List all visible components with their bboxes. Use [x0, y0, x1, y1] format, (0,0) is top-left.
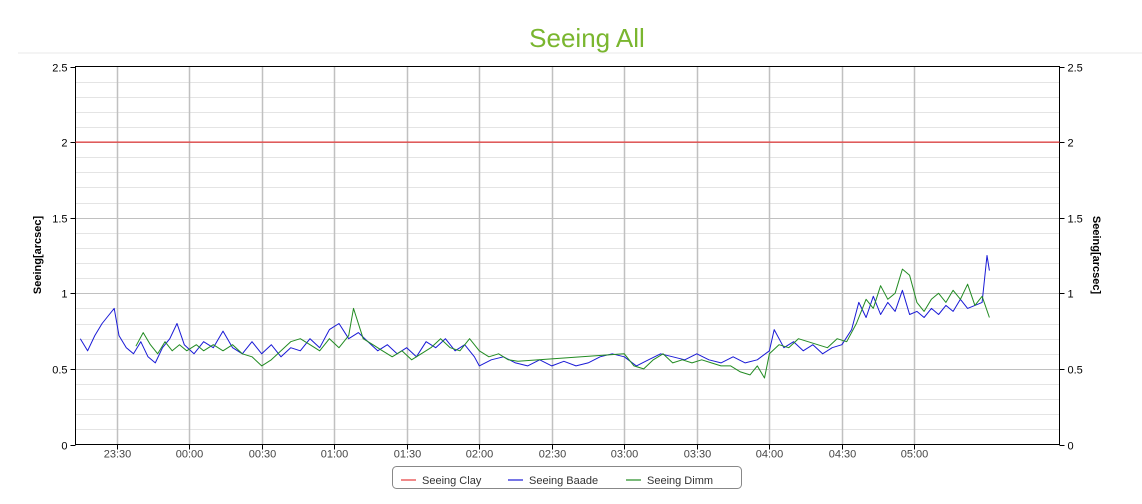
- x-tick-label: 01:00: [321, 449, 349, 461]
- x-tick-label: 04:30: [829, 449, 857, 461]
- x-tick-label: 01:30: [394, 449, 422, 461]
- legend-box: [392, 466, 742, 489]
- chart-title: Seeing All: [529, 23, 645, 53]
- x-axis: 23:30 00:00 00:30 01:00 01:30 02:00 02:30 03:00…: [104, 444, 929, 461]
- major-gridlines: [75, 66, 1060, 445]
- y-tick-label-left: 0.5: [52, 365, 67, 377]
- y-tick-label-right: 1: [1068, 289, 1074, 301]
- y-tick-label-right: 2: [1068, 138, 1074, 150]
- y-tick-label-left: 1: [61, 289, 67, 301]
- x-tick-label: 00:00: [176, 449, 204, 461]
- y-axis-right: 0 0.5 1 1.5 2 2.5: [1059, 63, 1083, 453]
- x-tick-label: 00:30: [249, 449, 277, 461]
- x-tick-label: 23:30: [104, 449, 132, 461]
- y-tick-label-left: 1.5: [52, 214, 67, 226]
- plot-area-border: [75, 66, 1060, 445]
- legend: Seeing Clay Seeing Baade Seeing Dimm: [392, 466, 742, 489]
- legend-label-seeing-dimm[interactable]: Seeing Dimm: [647, 475, 713, 487]
- y-tick-label-right: 2.5: [1068, 63, 1083, 75]
- y-tick-label-left: 0: [61, 441, 67, 453]
- x-tick-label: 03:30: [684, 449, 712, 461]
- series-layer: [75, 141, 1060, 379]
- series-line-seeing-baade: [79, 255, 990, 367]
- y-tick-label-right: 0: [1068, 441, 1074, 453]
- y-tick-label-right: 1.5: [1068, 214, 1083, 226]
- minor-gridlines: [75, 82, 1060, 430]
- y-axis-label-right: Seeing[arcsec]: [1090, 216, 1102, 295]
- x-tick-label: 04:00: [756, 449, 784, 461]
- legend-label-seeing-clay[interactable]: Seeing Clay: [422, 475, 482, 487]
- y-tick-label-right: 0.5: [1068, 365, 1083, 377]
- x-tick-label: 02:30: [539, 449, 567, 461]
- x-tick-label: 03:00: [611, 449, 639, 461]
- series-line-seeing-dimm: [135, 268, 990, 379]
- legend-label-seeing-baade[interactable]: Seeing Baade: [529, 475, 598, 487]
- x-tick-label: 02:00: [466, 449, 494, 461]
- y-tick-label-left: 2: [61, 138, 67, 150]
- y-axis-label-left: Seeing[arcsec]: [32, 216, 44, 295]
- y-axis-left: 0 0.5 1 1.5 2 2.5: [52, 63, 76, 453]
- y-tick-label-left: 2.5: [52, 63, 67, 75]
- x-tick-label: 05:00: [901, 449, 929, 461]
